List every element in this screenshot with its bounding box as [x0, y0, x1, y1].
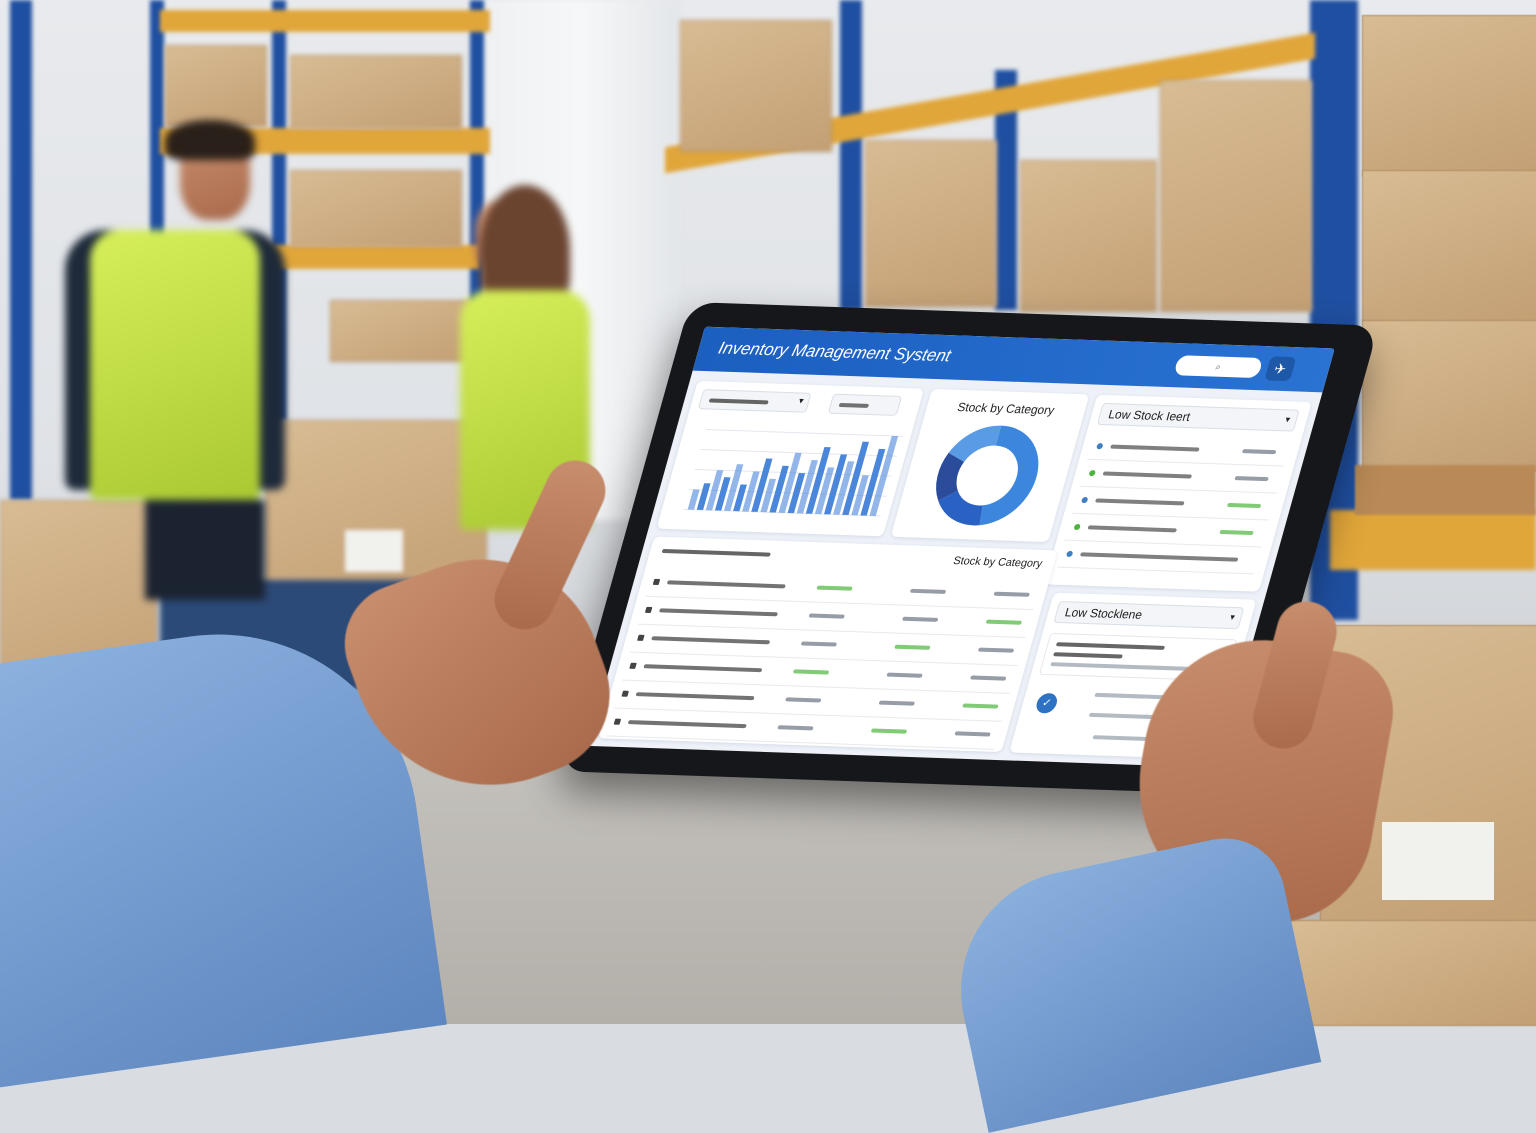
box — [865, 140, 997, 307]
stock-by-category-panel: Stock by Category — [890, 388, 1090, 543]
app-header: Inventory Management Systent ⌕ ✈ — [692, 326, 1335, 393]
low-stock-panel-title: Low Stocklene — [1063, 605, 1145, 622]
box-label — [345, 530, 403, 572]
shelf-post — [995, 70, 1017, 310]
donut-chart — [936, 425, 1039, 526]
stock-table — [606, 568, 1041, 750]
bar — [796, 460, 818, 514]
bar — [723, 464, 744, 511]
bar — [751, 458, 773, 512]
low-stock-alert-panel: Low Stock Ieert ▾ — [1044, 394, 1312, 592]
tablet: Inventory Management Systent ⌕ ✈ ▾ Stock… — [558, 302, 1379, 795]
gridline — [705, 429, 903, 437]
app-title: Inventory Management Systent — [716, 338, 954, 366]
box — [680, 20, 832, 152]
bar — [833, 461, 855, 515]
bar — [714, 477, 731, 511]
box — [290, 170, 462, 247]
shelf-post — [10, 0, 32, 500]
bar — [705, 470, 724, 511]
chevron-down-icon: ▾ — [1228, 611, 1237, 623]
worker-man — [55, 120, 315, 600]
chevron-down-icon: ▾ — [797, 395, 805, 406]
bar — [805, 447, 831, 514]
bar-chart-panel: ▾ — [656, 380, 925, 537]
donut-slice — [948, 425, 1002, 462]
shelf-beam — [160, 10, 490, 32]
bar — [733, 484, 747, 512]
check-icon: ✓ — [1034, 692, 1060, 714]
box — [165, 45, 267, 127]
box — [290, 55, 462, 129]
search-icon: ⌕ — [1214, 361, 1223, 372]
stock-by-category-title: Stock by Category — [955, 399, 1057, 418]
bar — [814, 467, 835, 515]
bar — [869, 435, 899, 516]
filter-dropdown[interactable]: ▾ — [697, 389, 812, 413]
bar — [860, 448, 886, 516]
worker-woman — [400, 180, 600, 540]
alert-list — [1056, 432, 1292, 575]
pallet — [1355, 465, 1536, 515]
donut-slice — [938, 490, 983, 526]
box — [1160, 80, 1312, 312]
stock-table-panel: Stock by Category — [597, 536, 1058, 753]
chevron-down-icon: ▾ — [1284, 414, 1292, 425]
bar — [696, 483, 711, 511]
box-label — [1382, 822, 1494, 900]
low-stock-alert-dropdown[interactable]: Low Stock Ieert ▾ — [1096, 402, 1300, 432]
bar — [787, 473, 806, 514]
bar — [842, 441, 869, 516]
box — [1362, 320, 1536, 472]
bar — [851, 475, 869, 516]
box — [1290, 920, 1536, 1026]
box — [1362, 15, 1536, 177]
box — [1020, 160, 1157, 312]
box — [330, 300, 472, 362]
bar — [769, 465, 789, 513]
bar — [687, 489, 700, 510]
shelf-post — [840, 0, 862, 310]
bar-chart — [683, 429, 903, 517]
table-right-heading: Stock by Category — [951, 555, 1044, 571]
bar — [778, 452, 802, 513]
bar — [760, 478, 777, 513]
low-stock-alert-title: Low Stock Ieert — [1106, 407, 1193, 425]
airplane-icon[interactable]: ✈ — [1264, 356, 1297, 382]
low-stock-dropdown[interactable]: Low Stocklene ▾ — [1053, 600, 1245, 630]
bar — [742, 471, 760, 512]
filter-button[interactable] — [827, 393, 903, 416]
donut-slice — [936, 452, 965, 501]
alert-row[interactable] — [1056, 540, 1262, 575]
donut-slice — [979, 425, 1039, 526]
search-input[interactable]: ⌕ — [1173, 355, 1264, 379]
tablet-screen: Inventory Management Systent ⌕ ✈ ▾ Stock… — [587, 326, 1335, 768]
bar — [823, 454, 848, 515]
shelf-beam — [1330, 510, 1536, 570]
box — [1362, 170, 1536, 322]
